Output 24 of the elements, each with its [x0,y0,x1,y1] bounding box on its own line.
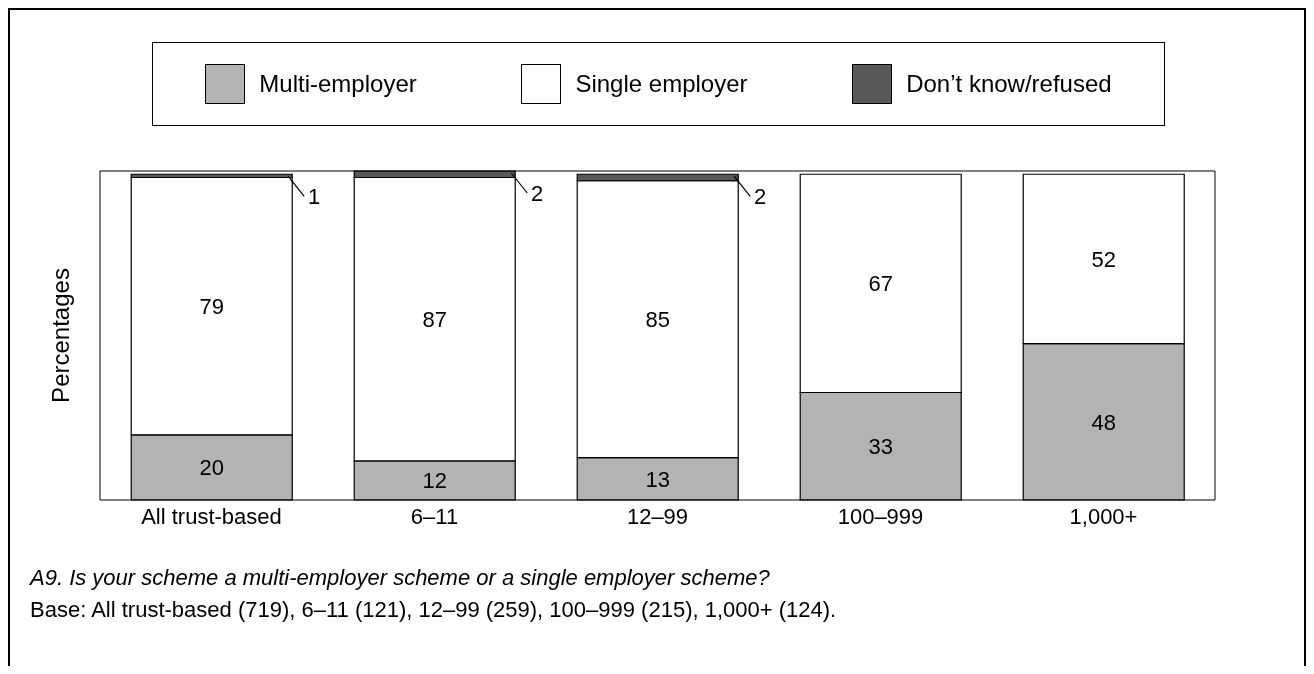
data-label: 52 [1091,246,1116,272]
x-tick-label: 1,000+ [1069,503,1138,529]
x-tick-label: All trust-based [141,503,282,529]
x-tick-label: 6–11 [410,503,459,529]
legend-label: Single employer [575,70,748,98]
data-label: 48 [1091,409,1116,435]
data-label: 2 [754,184,767,210]
legend-label: Don’t know/refused [906,70,1112,98]
data-label: 20 [199,455,224,481]
data-label: 13 [645,466,670,492]
data-label: 79 [199,294,224,320]
data-label: 33 [868,434,893,460]
data-label: 12 [422,468,447,494]
y-axis-title: Percentages [46,268,74,403]
text: A9. Is your scheme a multi-employer scheme or a single employer scheme? [30,564,771,592]
x-tick-label: 12–99 [626,503,689,529]
data-label: 1 [308,184,321,210]
data-label: 67 [868,271,893,297]
data-label: 2 [531,181,544,206]
data-label: 87 [422,307,447,333]
data-label: 85 [645,307,670,333]
legend-label: Multi-employer [259,70,417,98]
x-tick-label: 100–999 [837,503,924,529]
text: Base: All trust-based (719), 6–11 (121), 12–99 (259), 100–999 (215), 1,000+ (124). [30,596,837,624]
